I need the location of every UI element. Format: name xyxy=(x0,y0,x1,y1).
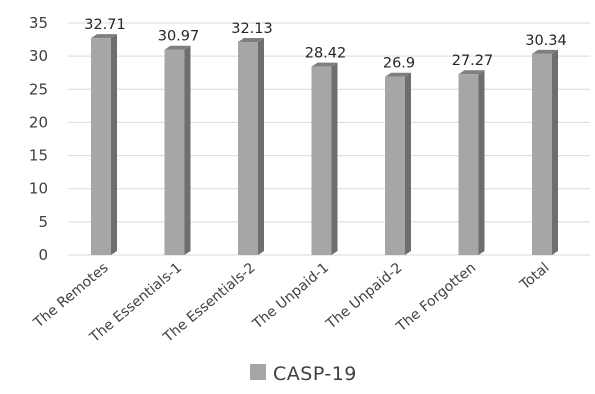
bar-side xyxy=(405,72,411,255)
legend-swatch xyxy=(250,364,266,380)
y-tick-label: 25 xyxy=(29,80,48,98)
data-label: 32.71 xyxy=(84,17,126,33)
bar xyxy=(238,38,264,255)
x-tick-label: The Unpaid-1 xyxy=(249,260,332,333)
x-tick-label: The Remotes xyxy=(30,260,111,332)
y-tick-label: 5 xyxy=(38,213,48,231)
bar-top xyxy=(238,38,264,43)
data-label: 30.97 xyxy=(158,29,200,45)
data-label: 27.27 xyxy=(452,53,494,69)
bar xyxy=(164,45,191,256)
bar-top xyxy=(458,70,485,75)
bar xyxy=(532,49,558,255)
legend-label: CASP-19 xyxy=(273,363,357,385)
y-axis-ticks: 0 5 10 15 20 25 30 35 xyxy=(29,14,48,264)
bar xyxy=(385,72,411,255)
bar-side xyxy=(478,70,485,255)
legend: CASP-19 xyxy=(250,363,357,385)
bar-front xyxy=(238,42,258,255)
y-tick-label: 10 xyxy=(29,180,48,198)
bar xyxy=(311,62,338,256)
bar-front xyxy=(164,49,185,256)
bar xyxy=(91,34,117,255)
x-tick-label: Total xyxy=(516,260,552,294)
bar-front xyxy=(532,53,552,255)
bar-side xyxy=(552,49,558,255)
y-tick-label: 35 xyxy=(29,14,48,32)
data-label: 28.42 xyxy=(305,46,347,62)
bar-top xyxy=(385,72,411,77)
y-tick-label: 20 xyxy=(29,113,48,131)
bar-side xyxy=(184,45,191,256)
bar-front xyxy=(311,66,332,255)
bar-top xyxy=(91,34,117,39)
x-tick-label: The Forgotten xyxy=(393,260,479,336)
bars xyxy=(91,34,558,256)
data-label: 26.9 xyxy=(383,56,415,72)
bar-front xyxy=(458,74,479,255)
data-label: 30.34 xyxy=(525,33,567,49)
bar xyxy=(458,70,485,255)
bar-front xyxy=(91,38,111,255)
bar-top xyxy=(164,45,191,50)
y-tick-label: 30 xyxy=(29,47,48,65)
bar-side xyxy=(331,62,338,256)
bar-front xyxy=(385,76,405,255)
data-label: 32.13 xyxy=(231,21,273,37)
data-labels: 32.71 30.97 32.13 28.42 26.9 27.27 30.34 xyxy=(84,17,567,72)
bar-side xyxy=(111,34,117,255)
y-tick-label: 0 xyxy=(38,246,48,264)
bar-top xyxy=(311,62,338,67)
bar-top xyxy=(532,49,558,54)
bar-side xyxy=(258,38,264,255)
y-tick-label: 15 xyxy=(29,147,48,165)
